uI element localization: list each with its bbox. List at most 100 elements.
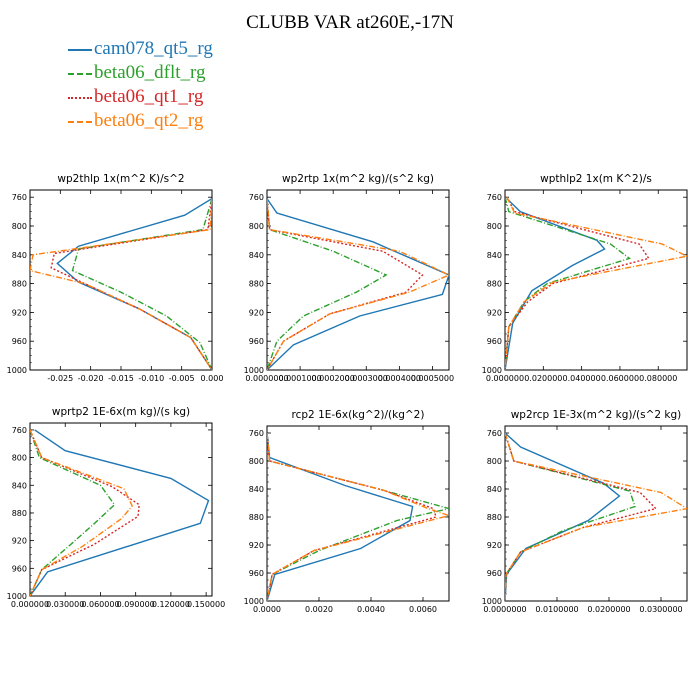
plot-frame [266, 189, 450, 371]
series-line [267, 198, 424, 370]
x-tick-label: 0.0002000 [312, 374, 355, 383]
series-line [30, 429, 210, 596]
legend-item: cam078_qt5_rg [68, 38, 268, 62]
y-tick-label: 880 [487, 280, 502, 289]
chart-panel: wp2rtp 1x(m^2 kg)/(s^2 kg) 760 800 840 880 92… [244, 173, 454, 383]
x-tick-label: 0.020000 [524, 374, 562, 383]
legend-label: beta06_dflt_rg [94, 62, 206, 83]
x-tick-label: 0.150000 [187, 600, 225, 609]
x-tick-label: 0.0000 [253, 605, 281, 614]
legend-label: beta06_qt2_rg [94, 110, 204, 131]
series-line [30, 429, 140, 596]
legend-swatch [68, 73, 92, 75]
x-tick-label: 0.0060 [409, 605, 437, 614]
y-tick-label: 920 [12, 537, 27, 546]
series-line [505, 432, 636, 601]
legend-swatch [68, 49, 92, 51]
chart-panel: wp2rcp 1E-3x(m^2 kg)/(s^2 kg) 760 800 840 88… [482, 409, 688, 614]
x-tick-label: 0.040000 [563, 374, 601, 383]
legend-item: beta06_qt1_rg [68, 86, 268, 110]
figure-title: CLUBB VAR at260E,-17N [246, 12, 454, 33]
y-tick-label: 760 [487, 193, 502, 202]
y-tick-label: 800 [249, 457, 264, 466]
series-line [505, 198, 606, 370]
y-tick-label: 920 [12, 308, 27, 317]
series-line [267, 198, 449, 370]
x-tick-label: -0.020 [78, 374, 104, 383]
x-tick-label: 0.080000 [639, 374, 677, 383]
series-line [505, 432, 687, 601]
y-tick-label: 800 [12, 222, 27, 231]
y-tick-label: 880 [249, 280, 264, 289]
series-line [56, 198, 212, 370]
y-tick-label: 840 [249, 251, 264, 260]
x-tick-label: 0.0000000 [483, 605, 526, 614]
y-tick-label: 840 [12, 251, 27, 260]
chart-title: rcp2 1E-6x(kg^2)/(kg^2) [292, 409, 425, 421]
x-tick-label: 0.0004000 [378, 374, 421, 383]
x-tick-label: 0.030000 [46, 600, 84, 609]
x-tick-label: 0.0005000 [411, 374, 454, 383]
legend-item: beta06_dflt_rg [68, 62, 268, 86]
series-line [505, 197, 632, 370]
chart-panel: rcp2 1E-6x(kg^2)/(kg^2) 760 800 840 880 920 96… [244, 409, 450, 614]
plot-frame [29, 422, 213, 597]
y-tick-label: 1000 [7, 366, 27, 375]
y-tick-label: 880 [12, 509, 27, 518]
y-tick-label: 840 [249, 485, 264, 494]
series-line [71, 198, 212, 370]
chart-panel: wp2thlp 1x(m^2 K)/s^2 760 800 840 880 920 960 1… [7, 173, 224, 383]
y-tick-label: 960 [487, 569, 502, 578]
x-tick-label: 0.0100000 [535, 605, 578, 614]
legend-item: beta06_qt2_rg [68, 110, 268, 134]
legend-label: beta06_qt1_rg [94, 86, 204, 107]
x-tick-label: 0.120000 [152, 600, 190, 609]
series-line [505, 196, 650, 370]
series-line [267, 198, 388, 370]
y-tick-label: 960 [249, 569, 264, 578]
x-tick-label: 0.0003000 [345, 374, 388, 383]
plot-frame [266, 425, 450, 602]
y-tick-label: 920 [487, 308, 502, 317]
legend-swatch [68, 121, 92, 123]
x-tick-label: 0.0040 [357, 605, 385, 614]
chart-title: wpthlp2 1x(m K^2)/s [540, 173, 652, 185]
series-line [30, 429, 116, 596]
series-line [267, 198, 449, 370]
x-tick-label: -0.015 [108, 374, 134, 383]
y-tick-label: 840 [12, 481, 27, 490]
y-tick-label: 760 [12, 193, 27, 202]
y-tick-label: 800 [487, 222, 502, 231]
x-tick-label: 0.0020 [305, 605, 333, 614]
series-line [267, 432, 449, 601]
x-tick-label: -0.005 [169, 374, 195, 383]
series-line [30, 429, 134, 596]
chart-title: wp2rcp 1E-3x(m^2 kg)/(s^2 kg) [511, 409, 682, 421]
y-tick-label: 1000 [7, 592, 27, 601]
y-tick-label: 960 [249, 337, 264, 346]
legend-label: cam078_qt5_rg [94, 38, 213, 59]
chart-title: wp2thlp 1x(m^2 K)/s^2 [57, 173, 184, 185]
x-tick-label: 0.0300000 [639, 605, 682, 614]
series-line [30, 198, 212, 370]
x-tick-label: 0.000000 [486, 374, 524, 383]
y-tick-label: 920 [249, 308, 264, 317]
plot-frame [29, 189, 213, 371]
x-tick-label: 0.060000 [601, 374, 639, 383]
plot-frame [504, 425, 688, 602]
series-line [267, 432, 414, 601]
series-line [267, 432, 449, 601]
y-tick-label: 800 [12, 454, 27, 463]
y-tick-label: 800 [487, 457, 502, 466]
y-tick-label: 960 [12, 564, 27, 573]
series-line [505, 196, 687, 370]
chart-panel: wprtp2 1E-6x(m kg)/(s kg) 760 800 840 880 920… [7, 406, 226, 609]
x-tick-label: -0.025 [47, 374, 73, 383]
chart-title: wp2rtp 1x(m^2 kg)/(s^2 kg) [282, 173, 434, 185]
y-tick-label: 960 [12, 337, 27, 346]
series-line [50, 198, 212, 370]
legend-swatch [68, 97, 92, 99]
y-tick-label: 880 [12, 280, 27, 289]
x-tick-label: 0.090000 [117, 600, 155, 609]
